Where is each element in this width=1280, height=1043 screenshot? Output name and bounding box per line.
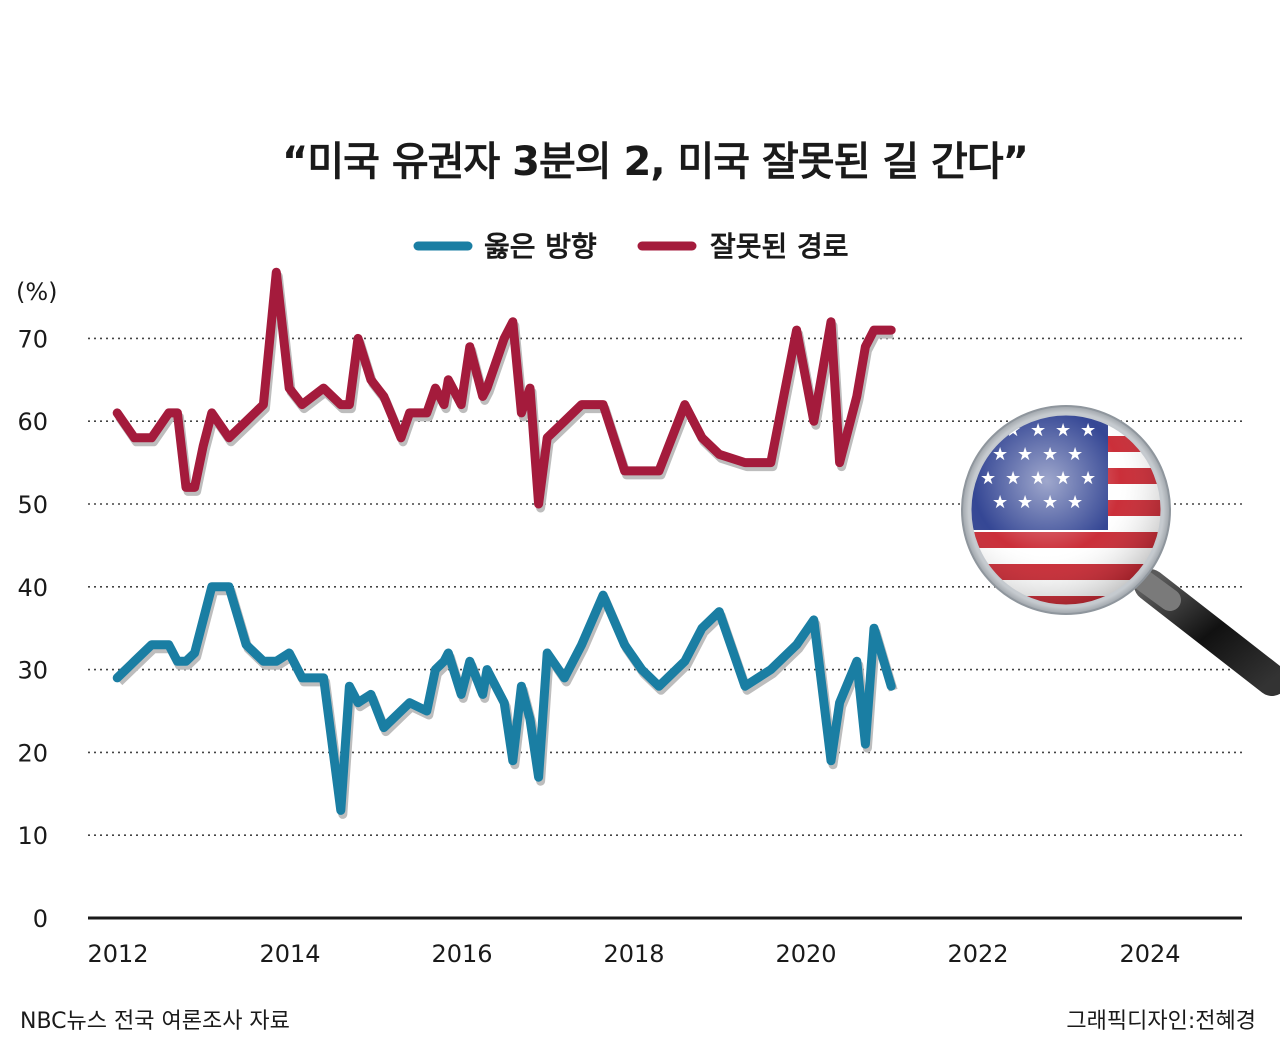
y-tick-label: 50 bbox=[17, 491, 48, 519]
magnifier-flag-illustration: ★★★★★ ★★★★ ★★★★★ ★★★★ bbox=[961, 405, 1280, 696]
series bbox=[112, 267, 898, 819]
legend-label-right-direction: 옳은 방향 bbox=[484, 230, 597, 263]
source-note: NBC뉴스 전국 여론조사 자료 bbox=[20, 1009, 290, 1034]
x-tick-label: 2024 bbox=[1119, 940, 1180, 968]
y-tick-label: 30 bbox=[17, 657, 48, 685]
chart-title: “미국 유권자 3분의 2, 미국 잘못된 길 간다” bbox=[282, 139, 1028, 185]
x-tick-label: 2018 bbox=[603, 940, 664, 968]
y-tick-label: 40 bbox=[17, 574, 48, 602]
y-tick-label: 60 bbox=[17, 408, 48, 436]
series-line-wrong-track bbox=[112, 267, 896, 509]
y-ticks: 0 10 20 30 40 50 60 70 bbox=[17, 325, 48, 933]
y-tick-label: 20 bbox=[17, 739, 48, 767]
series-line-right-direction bbox=[112, 582, 896, 815]
x-ticks: 2012 2014 2016 2018 2020 2022 2024 bbox=[87, 940, 1180, 968]
y-tick-label: 70 bbox=[17, 325, 48, 353]
y-tick-label: 10 bbox=[17, 822, 48, 850]
y-tick-label: 0 bbox=[33, 905, 48, 933]
legend-label-wrong-track: 잘못된 경로 bbox=[710, 230, 849, 263]
x-tick-label: 2012 bbox=[87, 940, 148, 968]
y-axis-unit: (%) bbox=[16, 278, 58, 306]
us-flag-icon: ★★★★★ ★★★★ ★★★★★ ★★★★ bbox=[970, 414, 1162, 606]
x-tick-label: 2022 bbox=[947, 940, 1008, 968]
graphic-credit: 그래픽디자인:전혜경 bbox=[1066, 1009, 1256, 1034]
series-shadow-1 bbox=[115, 271, 894, 513]
legend: 옳은 방향 잘못된 경로 bbox=[413, 230, 849, 263]
x-tick-label: 2020 bbox=[775, 940, 836, 968]
grid bbox=[88, 337, 1242, 837]
magnifier-handle bbox=[1129, 567, 1280, 696]
x-tick-label: 2014 bbox=[259, 940, 320, 968]
x-tick-label: 2016 bbox=[431, 940, 492, 968]
